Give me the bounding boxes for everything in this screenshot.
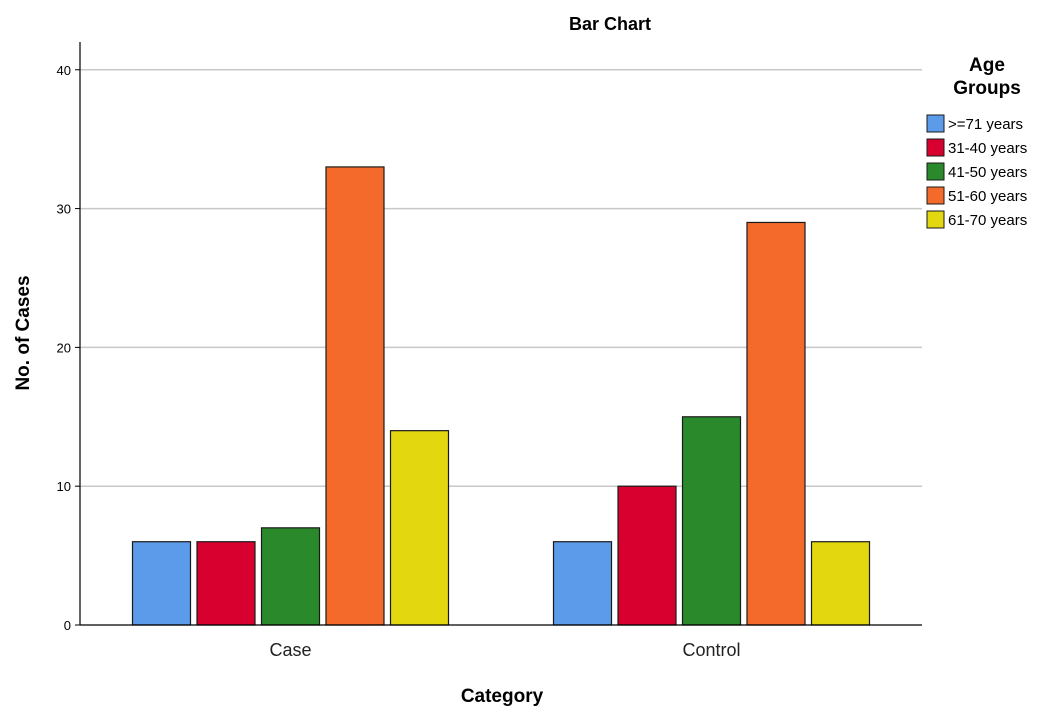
- x-tick-label: Control: [682, 640, 740, 660]
- legend-swatch: [926, 114, 945, 133]
- legend-swatch: [926, 162, 945, 181]
- y-tick-label: 20: [57, 340, 71, 355]
- bar-41-50-years-control: [681, 416, 742, 626]
- bar-61-70-years-control: [810, 541, 871, 626]
- y-ticks: 0 10 20 30 40: [57, 63, 80, 633]
- bar-51-60-years-control: [746, 221, 806, 626]
- bar-51-60-years-case: [325, 166, 385, 626]
- legend-label: 51-60 years: [948, 188, 1027, 205]
- bar-61-70-years-case: [389, 430, 450, 626]
- bars: [131, 166, 871, 626]
- legend-title: Age: [969, 55, 1005, 76]
- x-tick-labels: Case Control: [269, 640, 740, 660]
- legend-swatch: [926, 138, 945, 157]
- x-axis-title: Category: [461, 686, 544, 707]
- bar--71-years-case: [131, 541, 192, 626]
- bar-31-40-years-control: [617, 485, 677, 626]
- y-axis-title: No. of Cases: [13, 275, 34, 390]
- bar-31-40-years-case: [196, 541, 256, 626]
- chart-title: Bar Chart: [569, 14, 651, 34]
- legend-title: Groups: [953, 78, 1021, 99]
- axes: [79, 42, 922, 626]
- legend-label: >=71 years: [948, 116, 1023, 133]
- y-tick-label: 40: [57, 63, 71, 78]
- legend-label: 61-70 years: [948, 212, 1027, 229]
- y-tick-label: 30: [57, 202, 71, 217]
- x-tick-label: Case: [269, 640, 311, 660]
- y-tick-label: 10: [57, 479, 71, 494]
- bar--71-years-control: [552, 541, 613, 626]
- bar-41-50-years-case: [260, 527, 321, 626]
- y-tick-label: 0: [64, 618, 71, 633]
- legend-swatch: [926, 210, 945, 229]
- legend-label: 31-40 years: [948, 140, 1027, 157]
- legend-swatch: [926, 186, 945, 205]
- legend-label: 41-50 years: [948, 164, 1027, 181]
